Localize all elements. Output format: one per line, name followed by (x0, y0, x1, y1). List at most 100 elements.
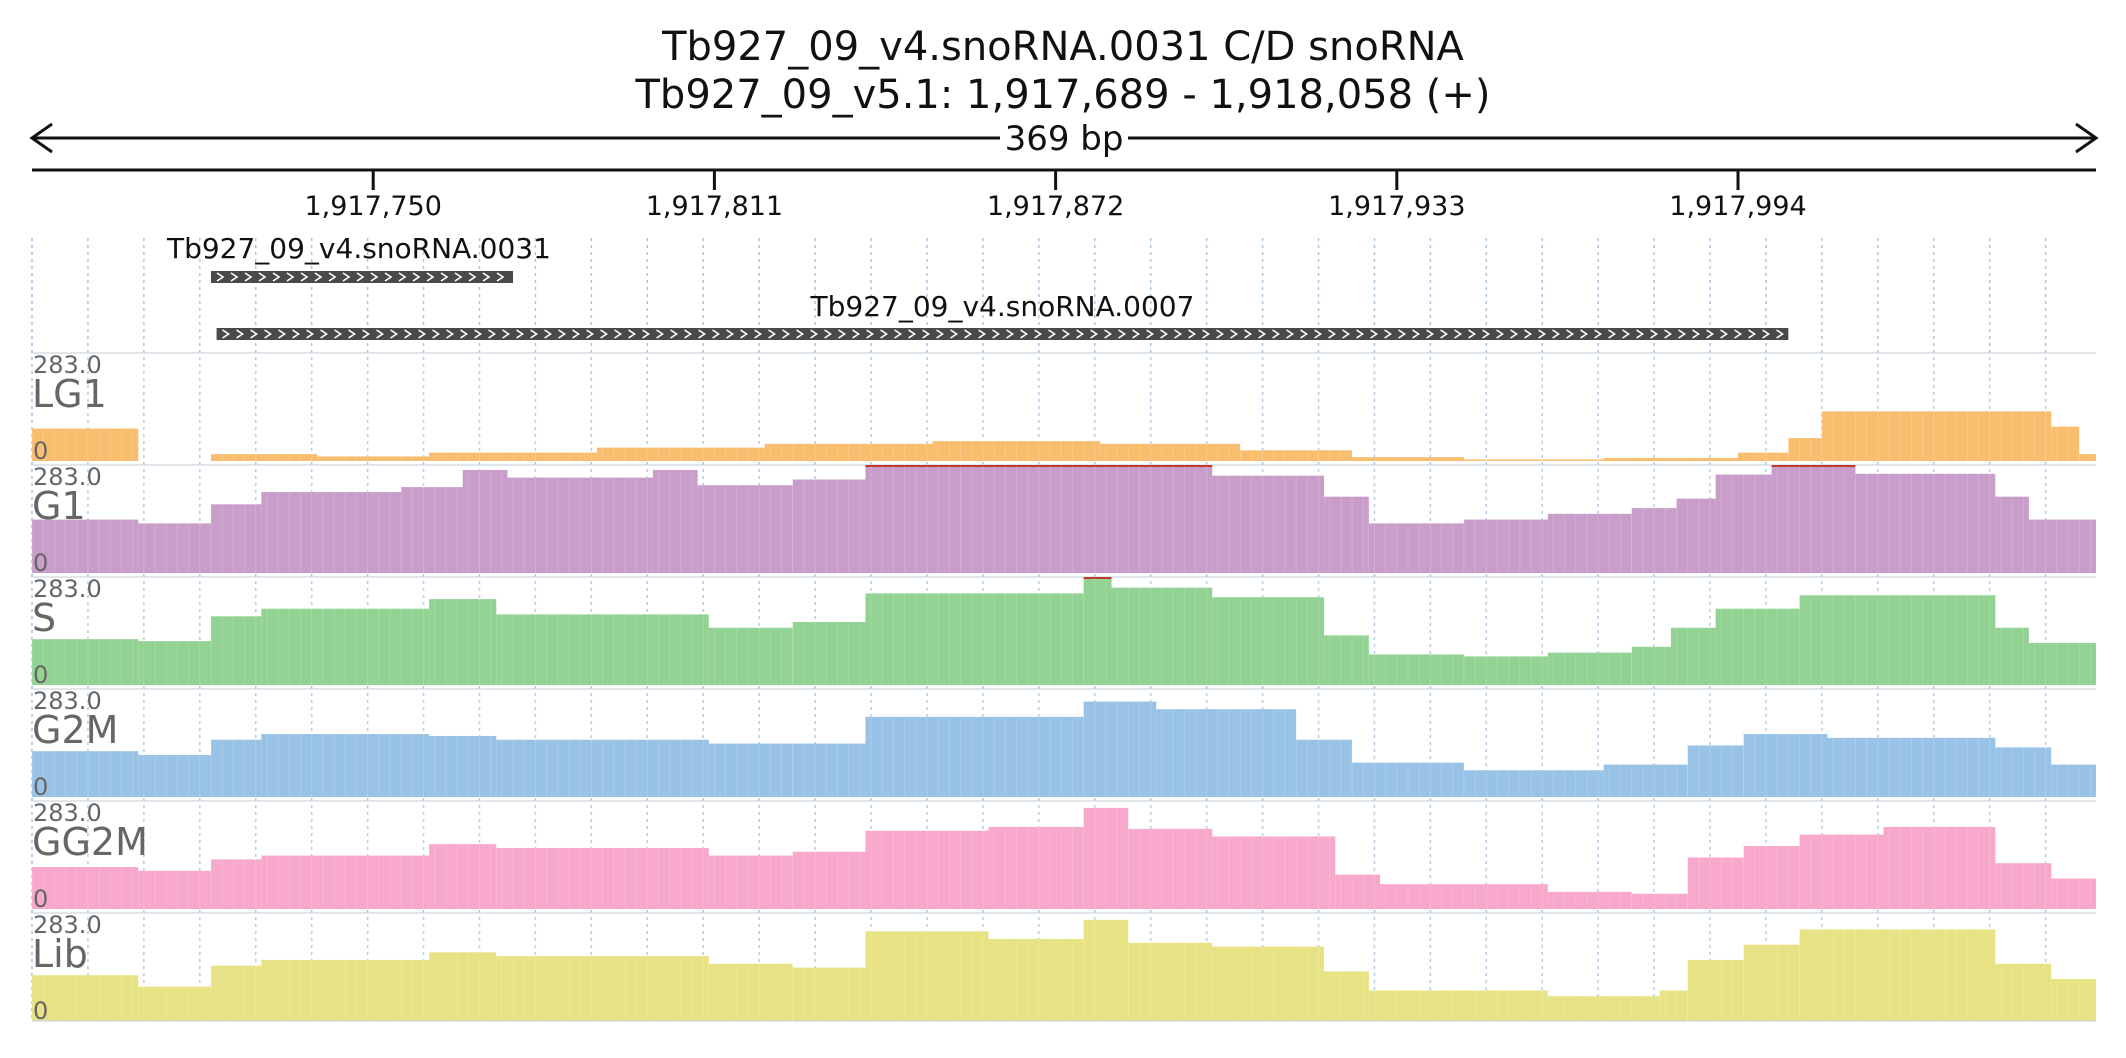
coverage-bar (1463, 519, 1548, 573)
coverage-bar (32, 975, 139, 1021)
coverage-bar (1788, 438, 1822, 461)
tick-label: 1,917,811 (646, 191, 783, 222)
strand-arrow-icon (216, 272, 505, 282)
track-zero-label: 0 (33, 773, 48, 801)
chart-subtitle: Tb927_09_v5.1: 1,917,689 - 1,918,058 (+) (635, 72, 1491, 118)
coverage-bar (1821, 411, 2052, 461)
track-name: S (32, 596, 56, 640)
coverage-bar (1743, 944, 1800, 1021)
track-name: G1 (32, 484, 86, 528)
coverage-bar (1603, 764, 1688, 797)
coverage-bar (1676, 498, 1716, 573)
track-max-label: 283.0 (33, 687, 102, 715)
coverage-bar (2051, 878, 2096, 909)
coverage-bar (317, 456, 430, 461)
coverage-bar (1324, 971, 1369, 1021)
coverage-bar (261, 959, 430, 1021)
coverage-bar (1083, 701, 1157, 797)
coverage-bar (1631, 646, 1671, 685)
feature-label: Tb927_09_v4.snoRNA.0031 (166, 232, 551, 265)
tick-label: 1,917,872 (987, 191, 1124, 222)
coverage-bar (1368, 654, 1464, 685)
coverage-bar (596, 447, 765, 461)
coverage-bar (1687, 745, 1744, 797)
coverage-bar (138, 641, 211, 685)
coverage-bar (1463, 459, 1604, 461)
coverage-bar (1995, 963, 2052, 1021)
coverage-bar (1368, 523, 1464, 573)
coverage-bar (1352, 762, 1464, 797)
coverage-bar (792, 622, 866, 685)
coverage-bar (1995, 747, 2052, 797)
coverage-bar (1296, 739, 1353, 797)
track-zero-label: 0 (33, 997, 48, 1025)
coverage-bar (1463, 656, 1548, 685)
coverage-bar (1240, 450, 1353, 461)
coverage-bar (1547, 891, 1632, 909)
coverage-bar (1111, 587, 1213, 685)
coverage-bar (764, 443, 933, 461)
feature-track: Tb927_09_v4.snoRNA.0031 Tb927_09_v4.snoRN… (166, 232, 1789, 340)
coverage-bar (429, 952, 497, 1021)
coverage-bar (1603, 457, 1739, 461)
coverage-bar (1212, 946, 1325, 1021)
track-name: GG2M (32, 820, 148, 864)
coverage-bar (32, 519, 139, 573)
coverage-bar (1827, 737, 1996, 797)
coverage-bar (1083, 577, 1112, 685)
strand-arrow-icon (222, 329, 1785, 339)
bar-texture (31, 914, 2091, 1021)
coverage-bar (462, 469, 508, 573)
coverage-bar (1128, 828, 1213, 909)
coverage-bar (1799, 834, 1884, 909)
coverage-bar (496, 739, 709, 797)
coverage-bar (138, 986, 211, 1021)
coverage-bar (708, 627, 793, 685)
left-arrow-icon (29, 122, 53, 154)
coverage-bar (261, 855, 430, 909)
coverage-bar (652, 469, 698, 573)
coverage-bar (865, 716, 1084, 797)
coverage-bar (32, 639, 139, 685)
feature-label: Tb927_09_v4.snoRNA.0007 (810, 290, 1195, 323)
coverage-bar (1715, 474, 1772, 573)
feature-bar[interactable] (216, 328, 1789, 340)
coverage-bar (1547, 996, 1660, 1021)
track-s: 283.0S 0 (31, 575, 2096, 689)
coverage-bar (1547, 652, 1632, 685)
track-name: Lib (32, 932, 88, 976)
coverage-bar (1715, 608, 1800, 685)
coverage-bar (1883, 826, 1996, 909)
bar-texture (31, 802, 2091, 909)
coverage-bar (2028, 519, 2096, 573)
coverage-bar (138, 755, 211, 797)
track-max-label: 283.0 (33, 799, 102, 827)
coverage-bar (2051, 426, 2080, 461)
coverage-bar (210, 616, 262, 685)
coverage-bar (138, 523, 211, 573)
coverage-bar (429, 452, 597, 461)
track-zero-label: 0 (33, 549, 48, 577)
coverage-bar (2028, 643, 2096, 685)
tick-label: 1,917,750 (304, 191, 441, 222)
coverage-bar (1670, 627, 1716, 685)
coverage-bar (210, 859, 262, 909)
coverage-bar (1995, 627, 2029, 685)
coverage-bars (32, 411, 2096, 461)
coverage-tracks: 283.0LG10283.0G10283.0S0283.0G2M0283.0GG… (31, 351, 2096, 1025)
coverage-bar (1659, 990, 1688, 1021)
coverage-bar (697, 485, 793, 573)
coverage-bars (32, 701, 2096, 797)
coverage-bar (1083, 807, 1129, 909)
chart-title: Tb927_09_v4.snoRNA.0031 C/D snoRNA (661, 24, 1464, 70)
coverage-bar (1738, 452, 1789, 461)
coverage-bar (32, 751, 139, 797)
coverage-bar (2051, 764, 2096, 797)
coverage-bar (792, 967, 866, 1021)
track-zero-label: 0 (33, 661, 48, 689)
